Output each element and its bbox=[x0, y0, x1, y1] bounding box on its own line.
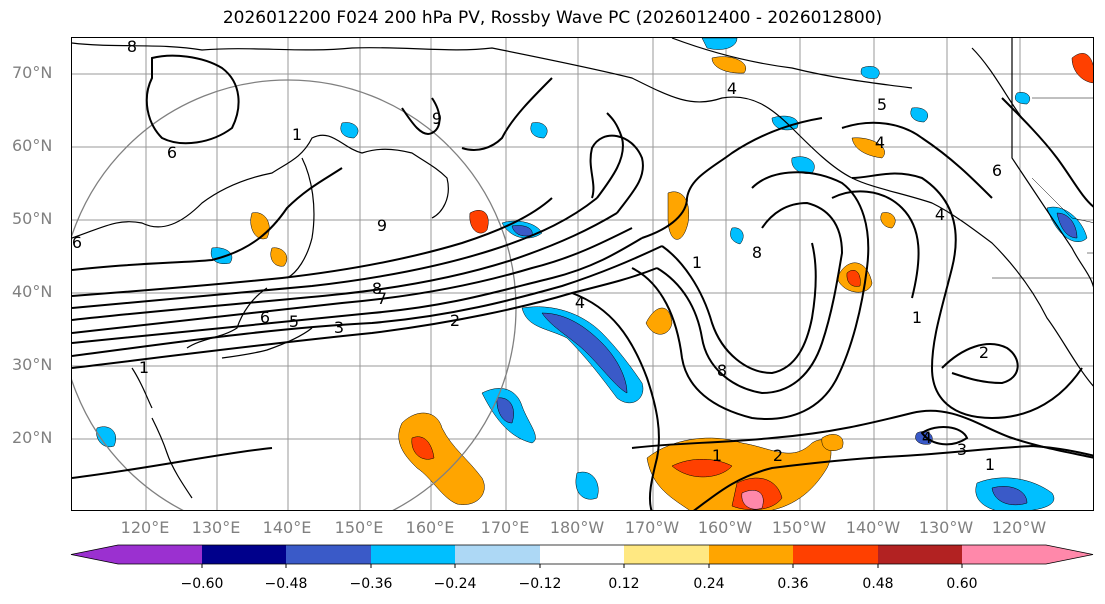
colorbar-segment bbox=[202, 545, 286, 564]
pv-contours bbox=[72, 54, 1093, 510]
contour-label: 3 bbox=[957, 440, 967, 459]
colorbar-tick-label: 0.60 bbox=[946, 576, 978, 592]
colorbar-tick-label: 0.12 bbox=[608, 576, 640, 592]
lon-label: 160°W bbox=[697, 518, 753, 537]
lat-label-60n: 60°N bbox=[12, 136, 53, 155]
colorbar-extend-high bbox=[1046, 545, 1093, 564]
contour-label: 1 bbox=[292, 125, 302, 144]
colorbar-segments bbox=[70, 544, 1094, 568]
contour-label: 6 bbox=[167, 143, 177, 162]
borders bbox=[992, 97, 1093, 279]
contour-label: 4 bbox=[875, 133, 885, 152]
colorbar-tick-label: 0.36 bbox=[777, 576, 809, 592]
contour-label: 4 bbox=[922, 428, 932, 447]
contour-label-group: 8 6 1 9 6 7 8 6 5 3 2 1 4 4 5 4 6 9 8 1 … bbox=[72, 38, 1002, 474]
pv-positive-anomalies bbox=[250, 53, 1093, 510]
lat-label-20n: 20°N bbox=[12, 428, 53, 447]
colorbar-tick-label: −0.12 bbox=[518, 576, 562, 592]
contour-label: 6 bbox=[992, 161, 1002, 180]
contour-label: 8 bbox=[717, 361, 727, 380]
coastlines bbox=[72, 38, 1093, 499]
map-canvas: 8 6 1 9 6 7 8 6 5 3 2 1 4 4 5 4 6 9 8 1 … bbox=[72, 38, 1093, 510]
colorbar-segment bbox=[878, 545, 962, 564]
contour-label: 8 bbox=[372, 279, 382, 298]
contour-label: 9 bbox=[377, 216, 387, 235]
map-panel: 8 6 1 9 6 7 8 6 5 3 2 1 4 4 5 4 6 9 8 1 … bbox=[71, 37, 1094, 511]
lon-label: 160°E bbox=[405, 518, 455, 537]
lat-label-40n: 40°N bbox=[12, 282, 53, 301]
lat-label-50n: 50°N bbox=[12, 209, 53, 228]
contour-label: 1 bbox=[985, 455, 995, 474]
colorbar-tick-label: 0.24 bbox=[693, 576, 725, 592]
colorbar-segment bbox=[371, 545, 455, 564]
lon-label: 150°E bbox=[334, 518, 384, 537]
colorbar-segment bbox=[286, 545, 371, 564]
colorbar-segment bbox=[455, 545, 540, 564]
contour-label: 2 bbox=[450, 311, 460, 330]
contour-label: 4 bbox=[727, 79, 737, 98]
colorbar-tick-label: −0.36 bbox=[349, 576, 393, 592]
contour-label: 4 bbox=[935, 205, 945, 224]
lon-label: 170°E bbox=[480, 518, 530, 537]
contour-label: 1 bbox=[139, 358, 149, 377]
contour-label: 6 bbox=[260, 308, 270, 327]
lon-label: 140°E bbox=[262, 518, 312, 537]
colorbar-segment bbox=[962, 545, 1046, 564]
contour-label: 5 bbox=[877, 95, 887, 114]
colorbar-extend-low bbox=[71, 545, 118, 564]
contour-label: 2 bbox=[773, 446, 783, 465]
colorbar-tick-label: −0.24 bbox=[433, 576, 477, 592]
lon-label: 130°W bbox=[918, 518, 974, 537]
colorbar-tick-label: −0.48 bbox=[264, 576, 308, 592]
colorbar-tick-label: 0.48 bbox=[862, 576, 894, 592]
colorbar-segment bbox=[793, 545, 878, 564]
colorbar-segment bbox=[624, 545, 709, 564]
contour-label: 4 bbox=[575, 293, 585, 312]
contour-label: 1 bbox=[912, 308, 922, 327]
contour-label: 1 bbox=[712, 446, 722, 465]
lon-label: 120°W bbox=[991, 518, 1047, 537]
colorbar-segment bbox=[709, 545, 793, 564]
lat-label-30n: 30°N bbox=[12, 355, 53, 374]
contour-label: 8 bbox=[752, 243, 762, 262]
colorbar-segment bbox=[540, 545, 624, 564]
contour-label: 7 bbox=[377, 289, 387, 308]
lon-label: 170°W bbox=[624, 518, 680, 537]
lon-label: 120°E bbox=[120, 518, 170, 537]
contour-label: 3 bbox=[334, 318, 344, 337]
lon-label: 150°W bbox=[771, 518, 827, 537]
contour-label: 5 bbox=[289, 312, 299, 331]
contour-label: 9 bbox=[432, 109, 442, 128]
colorbar-tick-label: −0.60 bbox=[180, 576, 224, 592]
map-title: 2026012200 F024 200 hPa PV, Rossby Wave … bbox=[222, 8, 883, 28]
lon-label: 140°W bbox=[845, 518, 901, 537]
contour-label: 2 bbox=[979, 343, 989, 362]
contour-label: 8 bbox=[127, 38, 137, 56]
contour-label: 1 bbox=[692, 253, 702, 272]
contour-label: 6 bbox=[72, 233, 82, 252]
colorbar-outline bbox=[70, 544, 1094, 565]
lat-label-70n: 70°N bbox=[12, 63, 53, 82]
lon-label: 130°E bbox=[191, 518, 241, 537]
colorbar-segment bbox=[118, 545, 202, 564]
lon-label: 180°W bbox=[549, 518, 605, 537]
